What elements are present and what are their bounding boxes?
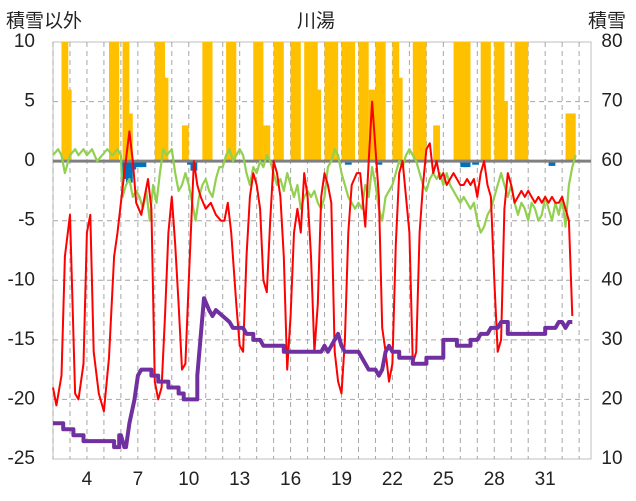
sunshine-bar [304, 42, 311, 162]
right-tick-label: 10 [601, 448, 622, 469]
sunshine-bar [205, 42, 213, 162]
right-tick-label: 20 [601, 388, 622, 409]
left-tick-label: -20 [8, 388, 35, 409]
sunshine-bar [161, 77, 169, 162]
x-tick-label: 31 [535, 469, 556, 490]
precip-bar [344, 161, 352, 165]
left-axis-title: 積雪以外 [6, 11, 83, 32]
x-tick-label: 25 [433, 469, 454, 490]
right-tick-label: 60 [601, 150, 622, 171]
left-tick-label: -15 [8, 329, 35, 350]
sunshine-bar [64, 89, 72, 162]
precip-bar [125, 161, 133, 183]
sunshine-bar [314, 89, 322, 162]
sunshine-bar [361, 42, 369, 162]
left-tick-label: -5 [18, 210, 35, 231]
sunshine-bar [158, 42, 166, 162]
precip-bar [375, 161, 383, 165]
sunshine-bar [568, 113, 576, 162]
sunshine-bar [395, 77, 403, 162]
right-tick-label: 80 [601, 31, 622, 52]
x-tick-label: 22 [382, 469, 403, 490]
x-tick-label: 28 [484, 469, 505, 490]
sunshine-bar [293, 42, 301, 162]
left-tick-label: 5 [24, 91, 35, 112]
x-tick-label: 10 [178, 469, 199, 490]
left-tick-label: 0 [24, 150, 35, 171]
left-tick-label: -10 [8, 269, 35, 290]
precip-bar [463, 161, 471, 168]
x-tick-label: 16 [280, 469, 301, 490]
sunshine-bar [463, 42, 471, 162]
x-tick-label: 19 [331, 469, 352, 490]
sunshine-bar [331, 42, 339, 162]
snow_depth-line [53, 296, 573, 450]
line-series [52, 100, 577, 450]
left-tick-label: 10 [14, 31, 35, 52]
x-tick-label: 4 [82, 469, 93, 490]
precip-bar [472, 161, 479, 165]
right-axis-title: 積雪 [588, 11, 627, 32]
left-tick-label: -25 [8, 448, 35, 469]
right-tick-label: 30 [601, 329, 622, 350]
sunshine-bar [263, 125, 271, 162]
sunshine-bar [484, 42, 491, 162]
sunshine-bar [348, 42, 356, 162]
sunshine-bar [290, 42, 298, 162]
x-tick-label: 7 [133, 469, 144, 490]
precip-bar [139, 161, 147, 168]
sunshine-bar [122, 42, 130, 162]
right-tick-label: 40 [601, 269, 622, 290]
sunshine-bar [501, 101, 508, 162]
sunshine-bar [368, 89, 376, 162]
sunshine-bar [112, 42, 120, 162]
sunshine-bar [419, 42, 427, 162]
sunshine-bar [378, 42, 386, 162]
sunshine-bar [521, 42, 529, 162]
sunshine-bar [256, 42, 264, 162]
right-tick-label: 70 [601, 91, 622, 112]
sunshine-bar [277, 42, 284, 162]
max_temp-line [52, 100, 574, 413]
sunshine-bar [229, 42, 237, 162]
right-tick-label: 50 [601, 210, 622, 231]
sunshine-bar [412, 42, 420, 162]
chart-title: 川湯 [297, 11, 336, 32]
sunshine-bar [181, 125, 189, 162]
sunshine-bar [433, 125, 440, 162]
x-tick-label: 13 [229, 469, 250, 490]
precip-bar [548, 161, 556, 166]
